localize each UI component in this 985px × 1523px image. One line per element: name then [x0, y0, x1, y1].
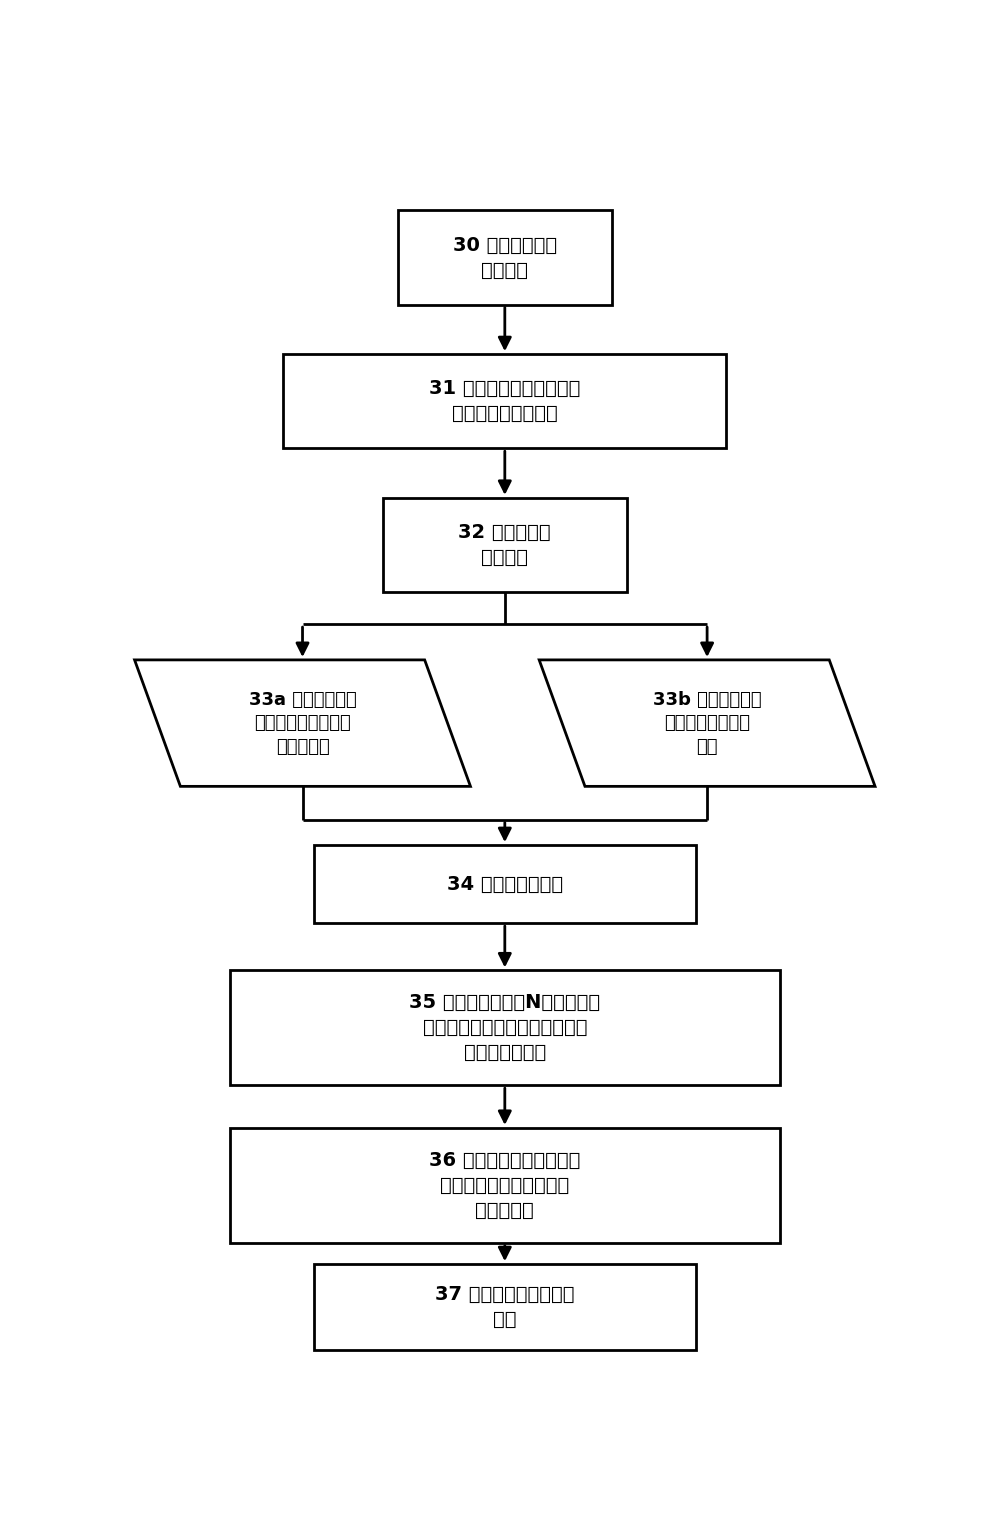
Bar: [314, 1264, 695, 1351]
Polygon shape: [135, 659, 471, 786]
Text: 30 获得待布局的
房间信息: 30 获得待布局的 房间信息: [453, 236, 557, 280]
Bar: [398, 210, 612, 305]
Bar: [230, 970, 780, 1086]
Text: 32 选出同一类
别的家具: 32 选出同一类 别的家具: [458, 522, 552, 567]
Bar: [284, 353, 726, 448]
Bar: [230, 1129, 780, 1243]
Bar: [314, 845, 695, 923]
Text: 37 得到最终布局状态，
结束: 37 得到最终布局状态， 结束: [435, 1285, 574, 1330]
Polygon shape: [539, 659, 875, 786]
Text: 35 将特征输入模型N，得到该家
具布局信息（位置坐标、旋转角
度、缩放比例）: 35 将特征输入模型N，得到该家 具布局信息（位置坐标、旋转角 度、缩放比例）: [409, 993, 601, 1063]
Text: 33b 提取家具信息
（种类、尺寸、个
数）: 33b 提取家具信息 （种类、尺寸、个 数）: [653, 690, 761, 755]
Text: 36 将家具布局信息与输入
的特征（房间特征和家居
信息）合并: 36 将家具布局信息与输入 的特征（房间特征和家居 信息）合并: [429, 1151, 580, 1220]
Bar: [382, 498, 626, 592]
Text: 31 获得需要布局的家具信
息，并对其进行分类: 31 获得需要布局的家具信 息，并对其进行分类: [429, 379, 580, 423]
Text: 33a 提取房间特征
（用途、轮廓坐标、
门窗坐标）: 33a 提取房间特征 （用途、轮廓坐标、 门窗坐标）: [248, 690, 357, 755]
Text: 34 合并提取的特征: 34 合并提取的特征: [447, 874, 562, 894]
